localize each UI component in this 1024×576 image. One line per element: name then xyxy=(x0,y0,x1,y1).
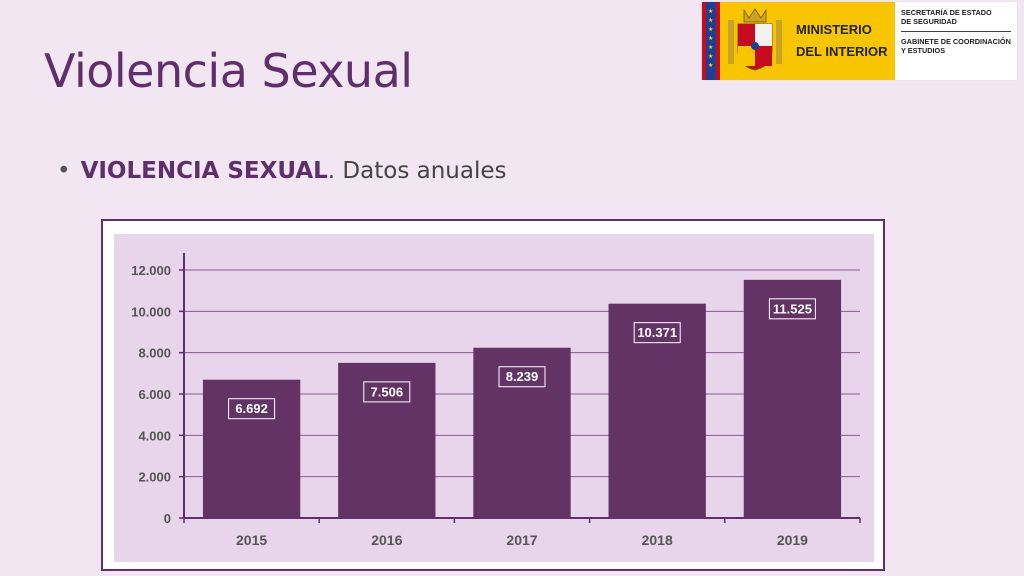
data-label-box xyxy=(228,398,276,420)
data-label: 8.239 xyxy=(506,369,539,384)
slide-title: Violencia Sexual xyxy=(44,44,413,98)
x-category-label: 2018 xyxy=(642,532,673,548)
data-label: 7.506 xyxy=(371,384,404,399)
y-tick-label: 2.000 xyxy=(138,470,171,485)
gabinete-line2: Y ESTUDIOS xyxy=(901,46,946,55)
data-label-box xyxy=(768,298,816,320)
bullet-line: • VIOLENCIA SEXUAL. Datos anuales xyxy=(57,158,506,184)
coat-of-arms-icon xyxy=(728,8,782,71)
ministerio-interior-logo: ★ ★ ★ ★ ★ ★ ★ MINISTERIO DEL INTERIOR SECRETAR… xyxy=(702,2,1017,80)
bullet-rest-text: . Datos anuales xyxy=(327,158,507,184)
bar-chart: 0 2.000 4.000 6.000 8.000 10.000 12.000 6.692 20… xyxy=(114,234,874,562)
x-category-label: 2015 xyxy=(236,532,267,548)
y-tick-label: 6.000 xyxy=(138,387,171,402)
data-label: 11.525 xyxy=(773,301,812,316)
secretaria-block: SECRETARÍA DE ESTADO DE SEGURIDAD GABINE… xyxy=(895,2,1017,80)
data-label-box xyxy=(363,381,411,403)
gabinete-line1: GABINETE DE COORDINACIÓN xyxy=(901,37,1011,46)
secretaria-line2: DE SEGURIDAD xyxy=(901,17,957,26)
bar-2019 xyxy=(743,279,842,518)
bullet-dot: • xyxy=(57,158,71,184)
x-category-label: 2019 xyxy=(777,532,808,548)
ministry-name: MINISTERIO DEL INTERIOR xyxy=(796,19,888,63)
data-label: 10.371 xyxy=(637,325,677,340)
secretaria-line1: SECRETARÍA DE ESTADO xyxy=(901,8,992,17)
ministry-block: MINISTERIO DEL INTERIOR xyxy=(720,2,895,80)
data-label: 6.692 xyxy=(235,401,268,416)
chart-frame: 0 2.000 4.000 6.000 8.000 10.000 12.000 6.692 20… xyxy=(101,219,885,571)
data-label-box xyxy=(633,322,681,344)
eu-flag-strip: ★ ★ ★ ★ ★ ★ ★ xyxy=(702,2,720,80)
bullet-strong-text: VIOLENCIA SEXUAL xyxy=(80,158,328,184)
y-tick-label: 10.000 xyxy=(131,304,171,319)
y-tick-label: 4.000 xyxy=(138,428,171,443)
y-tick-label: 12.000 xyxy=(131,263,171,278)
y-tick-label: 0 xyxy=(164,511,171,526)
ministry-line1: MINISTERIO xyxy=(796,22,872,37)
ministry-line2: DEL INTERIOR xyxy=(796,44,888,59)
y-tick-label: 8.000 xyxy=(138,346,171,361)
x-category-label: 2017 xyxy=(506,532,537,548)
data-label-box xyxy=(498,366,546,388)
x-category-label: 2016 xyxy=(371,532,402,548)
